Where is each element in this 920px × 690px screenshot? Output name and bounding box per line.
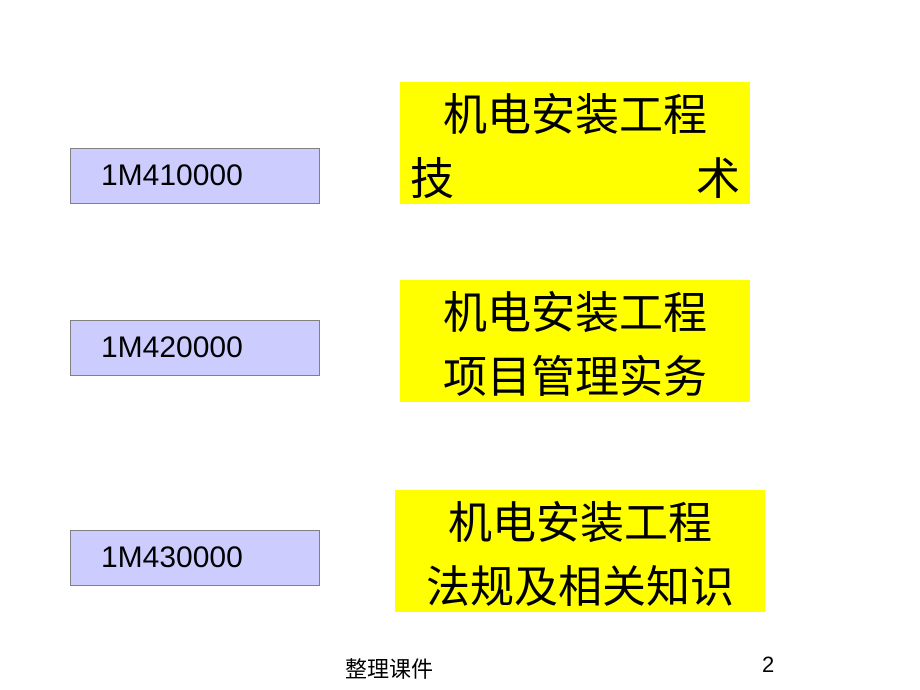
- code-box-2: 1M420000: [70, 320, 320, 376]
- footer-text: 整理课件: [345, 652, 433, 684]
- title-box-3: 机电安装工程 法规及相关知识: [395, 490, 765, 612]
- page-number-value: 2: [762, 652, 774, 677]
- page-number: 2: [762, 652, 774, 678]
- title-line2-left-1: 技: [410, 143, 454, 207]
- title-line2-2: 项目管理实务: [443, 341, 707, 405]
- code-text-3: 1M430000: [101, 541, 243, 575]
- title-line2-1: 技 术: [400, 143, 750, 207]
- footer-label: 整理课件: [345, 657, 433, 682]
- code-box-1: 1M410000: [70, 148, 320, 204]
- title-box-1: 机电安装工程 技 术: [400, 82, 750, 204]
- title-line1-1: 机电安装工程: [443, 79, 707, 143]
- title-line2-3: 法规及相关知识: [426, 551, 734, 615]
- title-line1-2: 机电安装工程: [443, 277, 707, 341]
- code-box-3: 1M430000: [70, 530, 320, 586]
- code-text-2: 1M420000: [101, 331, 243, 365]
- title-box-2: 机电安装工程 项目管理实务: [400, 280, 750, 402]
- code-text-1: 1M410000: [101, 159, 243, 193]
- title-line1-3: 机电安装工程: [448, 487, 712, 551]
- title-line2-right-1: 术: [696, 143, 740, 207]
